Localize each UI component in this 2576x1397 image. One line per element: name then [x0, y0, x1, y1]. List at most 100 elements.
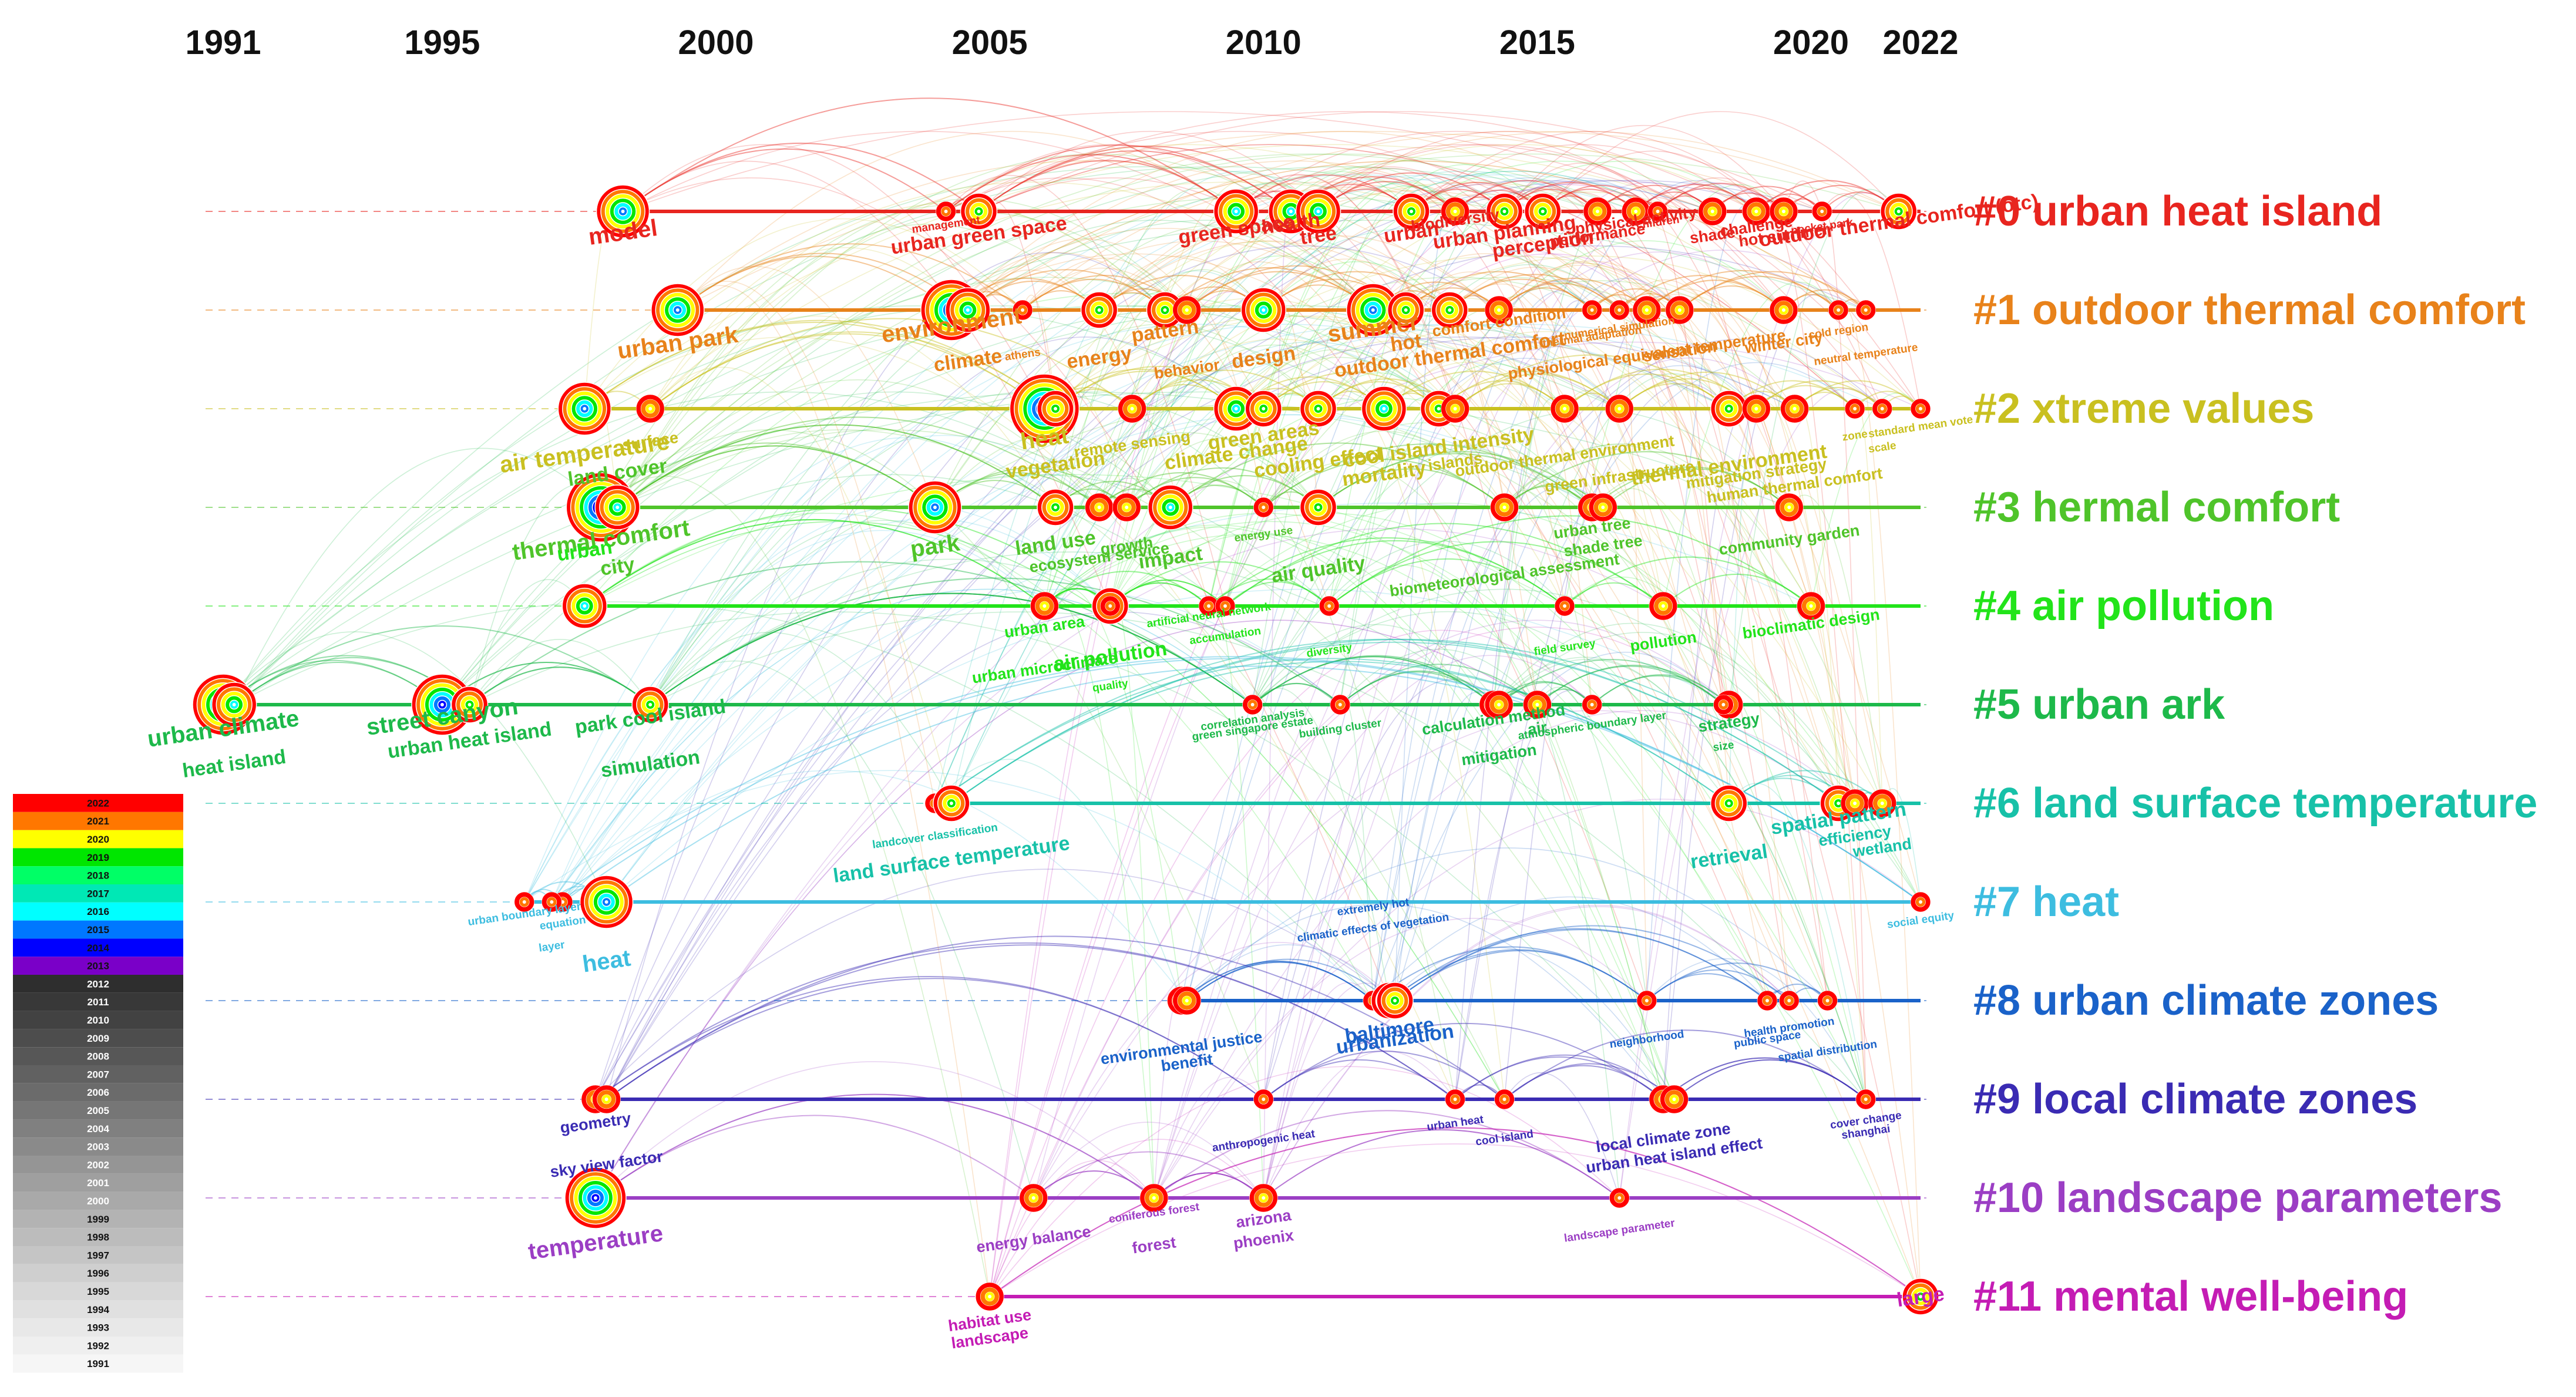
node-air-temperature[interactable] — [557, 382, 612, 436]
node-perception[interactable] — [1524, 193, 1562, 230]
node-atmospheric-boundary-layer[interactable] — [1582, 694, 1602, 715]
node-climate[interactable] — [945, 287, 991, 333]
node-quality[interactable] — [1099, 595, 1121, 617]
node-growth[interactable] — [1112, 493, 1141, 522]
node-neighborhood[interactable] — [1636, 990, 1657, 1011]
node-winter-city[interactable] — [1769, 295, 1798, 325]
node-outdoor-thermal-comfort-otc[interactable] — [1879, 193, 1918, 230]
node-model[interactable] — [596, 184, 650, 238]
node-diversity[interactable] — [1319, 595, 1340, 617]
node-children[interactable] — [1647, 201, 1668, 222]
node-forest[interactable] — [1139, 1183, 1169, 1213]
node-physical-activity[interactable] — [1621, 197, 1650, 226]
node-green-space[interactable] — [1213, 188, 1259, 234]
node-health-promotion[interactable] — [1778, 990, 1800, 1011]
node-artificial-neural-network[interactable] — [1198, 595, 1219, 617]
node-city[interactable] — [594, 484, 640, 530]
node-standard-mean-vote[interactable] — [1910, 398, 1931, 419]
node-performance[interactable] — [1583, 197, 1612, 226]
node-outdoor-thermal-environment[interactable] — [1550, 394, 1579, 423]
node-vegetation[interactable] — [1037, 390, 1074, 427]
node-scale[interactable] — [1872, 398, 1893, 419]
node-landscape[interactable] — [975, 1282, 1004, 1311]
node-shade-tree[interactable] — [1588, 493, 1617, 522]
node-hot[interactable] — [1387, 291, 1425, 329]
node-park[interactable] — [908, 480, 962, 534]
node-outdoor-thermal-comfort[interactable] — [1431, 291, 1469, 329]
node-benefit[interactable] — [1172, 986, 1202, 1015]
node-surface[interactable] — [635, 394, 665, 423]
node-land-surface-temperature[interactable] — [933, 785, 970, 822]
node-biodiversity[interactable] — [1441, 197, 1469, 226]
node-air-quality[interactable] — [1299, 489, 1337, 526]
node-simulation[interactable] — [631, 686, 669, 723]
node-field-survey[interactable] — [1554, 595, 1575, 617]
node-pocket-park[interactable] — [1811, 201, 1832, 222]
node-mortality[interactable] — [1361, 386, 1407, 432]
node-retrieval[interactable] — [1710, 785, 1748, 822]
node-green-infrastructure[interactable] — [1605, 394, 1634, 423]
node-urban-microclimate[interactable] — [1030, 591, 1059, 621]
node-urban-heat-island[interactable] — [450, 686, 489, 723]
node-land-use[interactable] — [1037, 489, 1074, 526]
node-green-areas[interactable] — [1245, 390, 1283, 427]
node-energy-use[interactable] — [1253, 497, 1274, 518]
node-neutral-temperature[interactable] — [1855, 299, 1876, 321]
node-urban-planning[interactable] — [1485, 193, 1524, 230]
node-pollution[interactable] — [1649, 591, 1678, 621]
node-urban-heat[interactable] — [1445, 1089, 1465, 1110]
node-tree[interactable] — [1295, 188, 1341, 234]
node-landscape-parameter[interactable] — [1609, 1187, 1630, 1209]
node-challenge[interactable] — [1742, 197, 1771, 226]
node-anthropogenic-heat[interactable] — [1253, 1089, 1274, 1110]
node-layer[interactable] — [542, 891, 562, 913]
node-zone[interactable] — [1844, 398, 1865, 419]
node-bioclimatic-design[interactable] — [1797, 591, 1825, 621]
node-human-thermal-comfort[interactable] — [1780, 394, 1809, 423]
node-sky-view-factor[interactable] — [592, 1085, 621, 1114]
node-shanghai[interactable] — [1855, 1089, 1876, 1110]
node-accumulation[interactable] — [1215, 595, 1236, 617]
node-athens[interactable] — [1012, 299, 1033, 321]
node-heat[interactable] — [579, 875, 634, 929]
node-thermal-environment[interactable] — [1710, 390, 1748, 427]
node-design[interactable] — [1240, 287, 1287, 333]
node-hot-summer[interactable] — [1769, 197, 1798, 226]
node-urbanization[interactable] — [1376, 982, 1414, 1019]
node-cooling-effect[interactable] — [1299, 390, 1337, 427]
node-numerical-simulation[interactable] — [1609, 299, 1630, 321]
node-mitigation[interactable] — [1484, 690, 1514, 719]
node-temperature[interactable] — [564, 1167, 627, 1229]
node-urban-boundary-layer[interactable] — [514, 891, 535, 913]
node-wetland[interactable] — [1868, 789, 1897, 818]
node-physiological-equivalent-temperature[interactable] — [1632, 295, 1662, 325]
node-pattern[interactable] — [1146, 291, 1184, 329]
node-mitigation-strategy[interactable] — [1742, 394, 1771, 423]
node-shade[interactable] — [1698, 197, 1727, 226]
node-green-singapore-estate[interactable] — [1242, 694, 1263, 715]
node-energy[interactable] — [1080, 291, 1118, 329]
node-spatial-distribution[interactable] — [1817, 990, 1838, 1011]
node-cool-island[interactable] — [1494, 1089, 1515, 1110]
node-behavior[interactable] — [1172, 295, 1202, 325]
node-size[interactable] — [1713, 694, 1734, 715]
node-thermal-adaptation[interactable] — [1582, 299, 1602, 321]
node-urban[interactable] — [561, 583, 608, 629]
node-community-garden[interactable] — [1774, 493, 1804, 522]
node-phoenix[interactable] — [1249, 1183, 1278, 1213]
node-energy-balance[interactable] — [1019, 1183, 1048, 1213]
node-remote-sensing[interactable] — [1118, 394, 1146, 423]
node-urban[interactable] — [1393, 193, 1430, 230]
node-urban-green-space[interactable] — [960, 193, 998, 230]
node-biometeorological-assessment[interactable] — [1490, 493, 1519, 522]
node-heat-island[interactable] — [211, 682, 257, 728]
node-urban-heat-island-effect[interactable] — [1660, 1085, 1689, 1114]
node-public-space[interactable] — [1757, 990, 1778, 1011]
node-efficiency[interactable] — [1840, 789, 1869, 818]
node-comfort-condition[interactable] — [1484, 295, 1514, 325]
node-ecosystem-service[interactable] — [1085, 493, 1114, 522]
node-street-canyon[interactable] — [411, 674, 473, 736]
node-impact[interactable] — [1148, 484, 1193, 530]
node-air[interactable] — [1523, 690, 1552, 719]
node-summer[interactable] — [1346, 283, 1400, 337]
